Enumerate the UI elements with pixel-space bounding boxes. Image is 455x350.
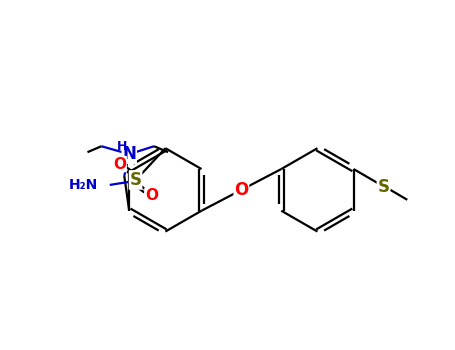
Text: S: S — [377, 178, 389, 196]
Text: H: H — [117, 140, 127, 153]
Text: S: S — [130, 171, 142, 189]
Text: O: O — [145, 188, 158, 203]
Text: N: N — [122, 145, 136, 163]
Text: H₂N: H₂N — [69, 178, 98, 192]
Text: O: O — [234, 181, 248, 199]
Text: O: O — [113, 156, 126, 172]
